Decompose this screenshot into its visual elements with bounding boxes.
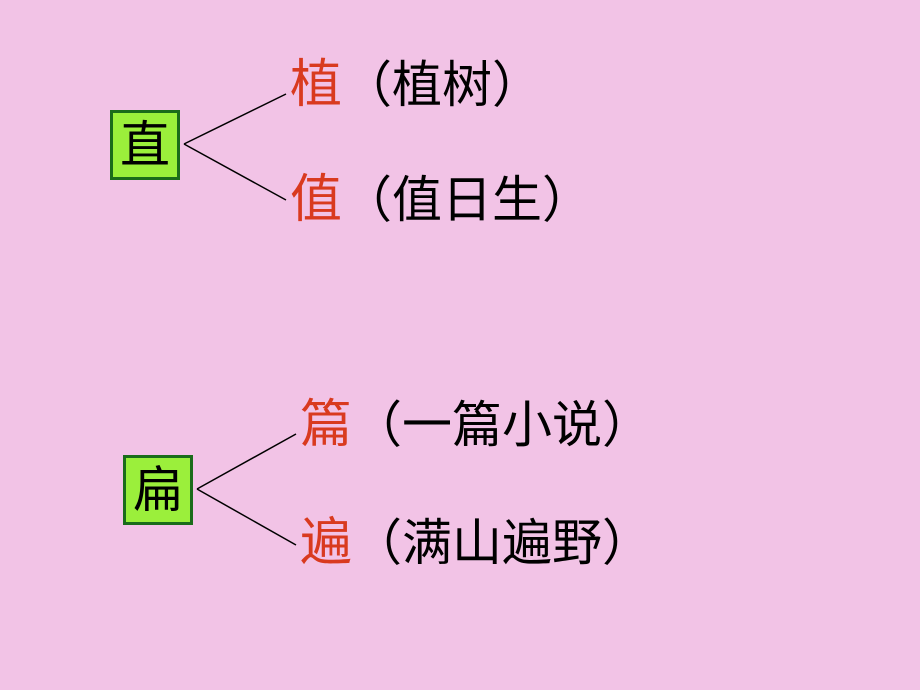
derived-character: 遍 xyxy=(300,515,352,572)
example-phrase: （满山遍野） xyxy=(352,515,652,571)
derived-character: 篇 xyxy=(300,397,352,454)
connector-line xyxy=(197,489,296,545)
connector-line xyxy=(197,434,296,489)
example-phrase: （一篇小说） xyxy=(352,397,652,453)
derived-entry: 遍（满山遍野） xyxy=(300,518,652,570)
connector-lines xyxy=(0,0,920,690)
derived-entry: 篇（一篇小说） xyxy=(300,400,652,452)
